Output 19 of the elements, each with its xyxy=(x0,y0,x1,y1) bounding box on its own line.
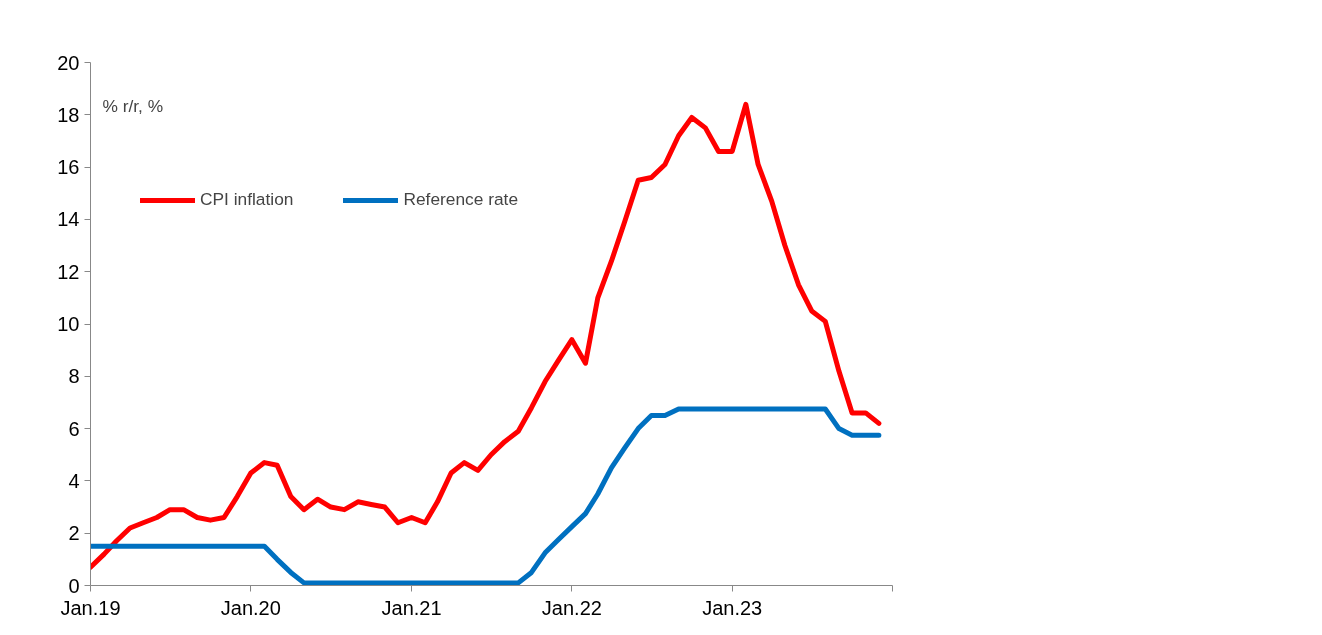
y-tick-label: 20 xyxy=(57,51,80,74)
y-tick-label: 12 xyxy=(57,260,80,283)
x-tick-label: Jan.22 xyxy=(541,596,602,619)
y-tick-label: 16 xyxy=(57,156,80,179)
y-tick-label: 2 xyxy=(68,522,80,545)
y-tick-label: 14 xyxy=(57,208,80,231)
y-tick-label: 4 xyxy=(68,469,80,492)
y-tick-label: 10 xyxy=(57,313,80,335)
legend-label: Reference rate xyxy=(403,189,519,210)
y-tick-label: 0 xyxy=(68,574,80,597)
annotation: % r/r, % xyxy=(102,95,164,116)
x-tick-label: Jan.21 xyxy=(381,596,442,619)
x-tick-label: Jan.19 xyxy=(60,596,121,619)
legend-label: CPI inflation xyxy=(200,189,294,210)
y-tick-label: 6 xyxy=(68,417,80,440)
x-tick-label: Jan.20 xyxy=(220,596,281,619)
x-tick-label: Jan.23 xyxy=(702,596,763,619)
y-tick-label: 18 xyxy=(57,103,80,126)
y-tick-label: 8 xyxy=(68,365,80,388)
